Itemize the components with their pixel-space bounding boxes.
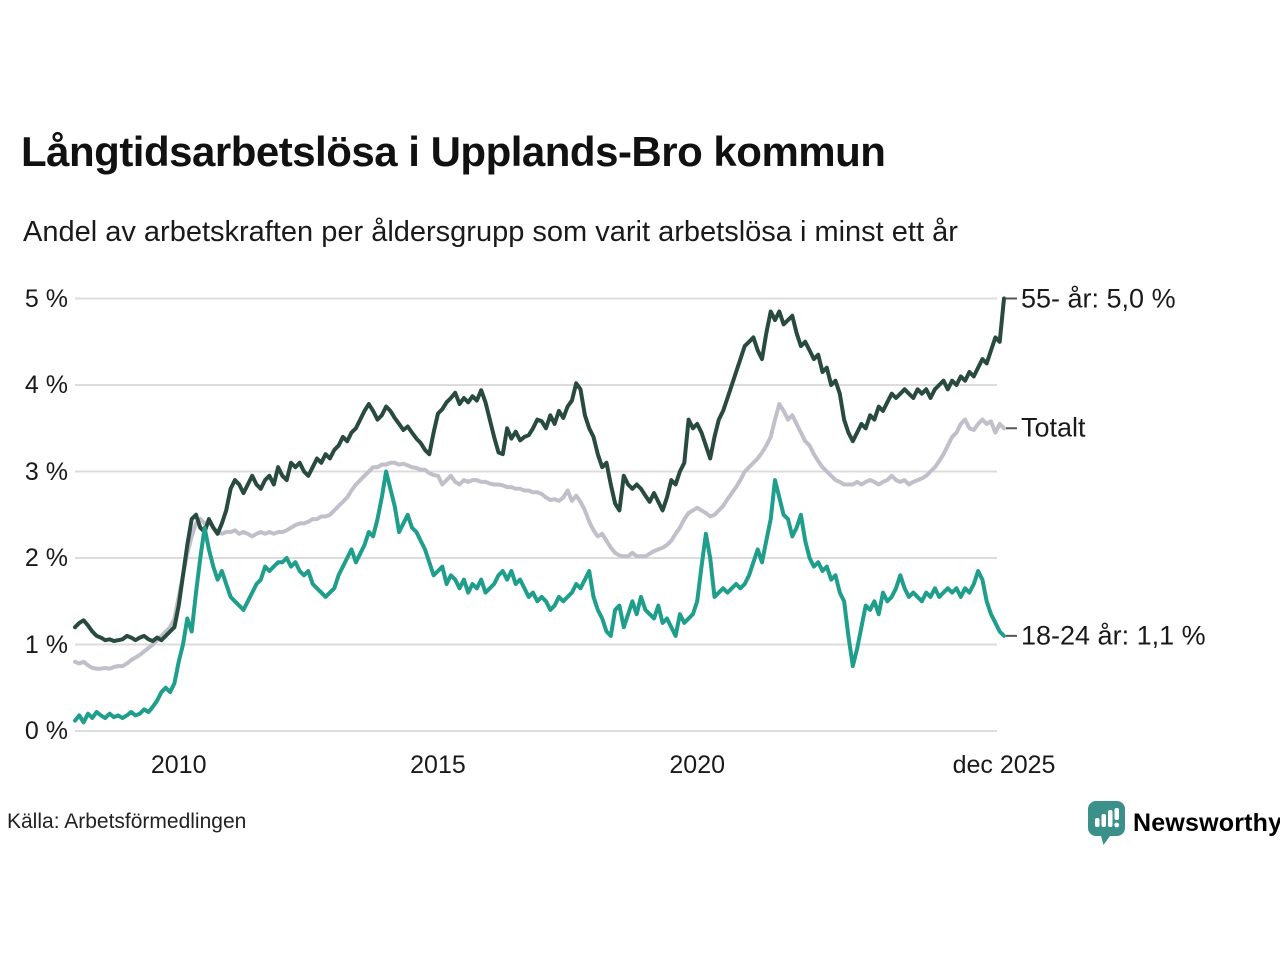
- newsworthy-branding: Newsworthy: [1088, 801, 1280, 845]
- line-18-24-ar: [73, 469, 1006, 725]
- y-axis-tick-label: 4 %: [24, 371, 68, 399]
- x-axis-tick-label: 2010: [150, 751, 207, 779]
- gridlines: [75, 297, 997, 732]
- x-axis-tick-label: 2015: [410, 751, 466, 779]
- newsworthy-wordmark: Newsworthy: [1133, 808, 1280, 837]
- series-end-label-18-24: 18-24 år: 1,1 %: [1021, 620, 1206, 651]
- series-end-ticks: [1006, 297, 1017, 637]
- series-end-label-totalt: Totalt: [1021, 412, 1086, 443]
- x-axis-tick-label: 2020: [669, 751, 726, 779]
- source-note: Källa: Arbetsförmedlingen: [7, 810, 247, 833]
- y-axis-tick-label: 2 %: [24, 544, 68, 572]
- page-title: Långtidsarbetslösa i Upplands-Bro kommun: [21, 128, 886, 175]
- x-axis-tick-label: dec 2025: [952, 751, 1056, 779]
- y-axis-tick-label: 0 %: [24, 717, 68, 745]
- y-axis-tick-label: 3 %: [24, 457, 68, 486]
- line-totalt: [73, 402, 1006, 671]
- y-axis-tick-label: 5 %: [24, 284, 68, 313]
- page-subtitle: Andel av arbetskraften per åldersgrupp s…: [23, 216, 958, 248]
- line-55-plus-ar: [73, 296, 1006, 643]
- series-end-label-55-plus: 55- år: 5,0 %: [1021, 283, 1176, 313]
- y-axis-tick-label: 1 %: [24, 630, 68, 659]
- newsworthy-bar-chart-pin-icon: [1088, 801, 1125, 845]
